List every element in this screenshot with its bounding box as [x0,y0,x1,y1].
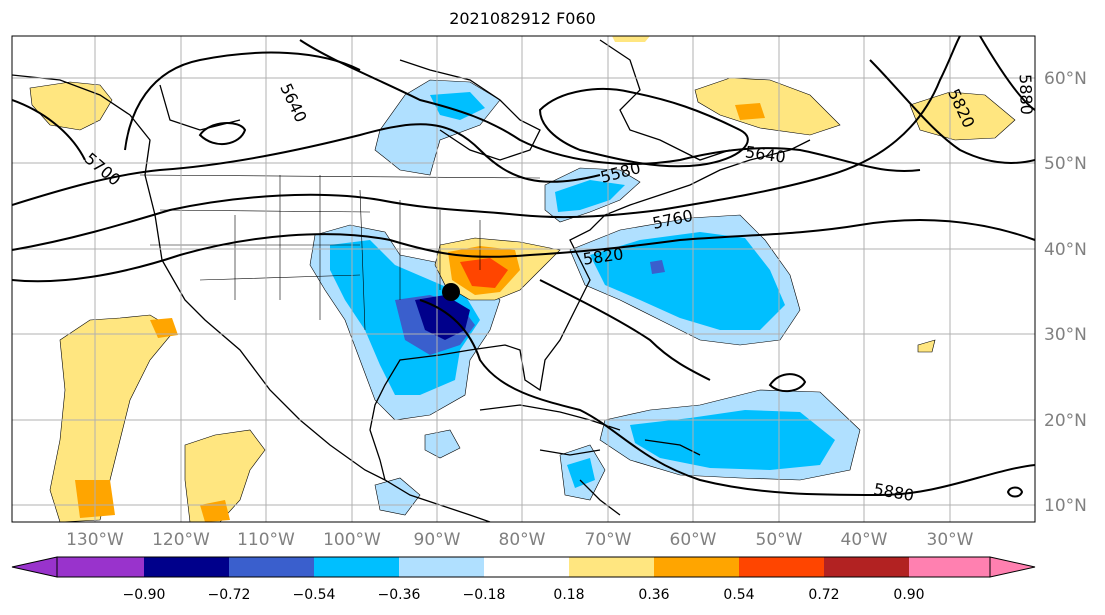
lat-label: 40°N [1044,240,1087,260]
political-borders [139,174,541,331]
lat-label: 20°N [1044,411,1087,431]
colorbar-tick-label: −0.36 [378,587,421,603]
coastlines [12,39,811,522]
lon-label: 100°W [323,530,381,550]
lon-label: 70°W [585,530,632,550]
colorbar-tick-label: 0.90 [893,587,924,603]
colorbar-tick-label: −0.18 [463,587,506,603]
anomaly-shading [29,36,1016,522]
colorbar-tick-label: 0.36 [638,587,669,603]
colorbar-tick-label: 0.72 [808,587,839,603]
lon-label: 120°W [152,530,210,550]
lon-label: 60°W [670,530,717,550]
lon-label: 50°W [756,530,803,550]
longitude-labels: 130°W 120°W 110°W 100°W 90°W 80°W 70°W 6… [66,530,974,550]
colorbar-tick-label: −0.54 [293,587,336,603]
colorbar-bin [739,557,824,577]
colorbar-bin [229,557,314,577]
colorbar-bin [654,557,739,577]
lon-label: 110°W [237,530,295,550]
colorbar-tick-label: −0.90 [123,587,166,603]
lat-label: 50°N [1044,154,1087,174]
lat-label: 30°N [1044,325,1087,345]
lat-label: 60°N [1044,69,1087,89]
colorbar-tick-label: 0.18 [553,587,584,603]
lat-label: 10°N [1044,496,1087,516]
colorbar-extend-low [11,556,58,578]
map-title: 2021082912 F060 [449,9,596,28]
latitude-labels: 60°N 50°N 40°N 30°N 20°N 10°N [1044,69,1087,516]
colorbar-bin [144,557,229,577]
colorbar-tick-label: 0.54 [723,587,754,603]
colorbar-bin [484,557,569,577]
map-frame [11,35,1036,523]
height-contours [12,36,1035,498]
lon-label: 90°W [414,530,461,550]
storm-center-marker [442,283,460,301]
gridlines [12,36,1035,522]
contour-label-5880-north: 5880 [1016,74,1036,115]
lon-label: 40°W [841,530,888,550]
colorbar-tick-label: −0.72 [208,587,251,603]
colorbar-bin [314,557,399,577]
lon-label: 130°W [66,530,124,550]
lon-label: 80°W [499,530,546,550]
colorbar-bin [57,557,144,577]
colorbar-bin [569,557,654,577]
colorbar: −0.90 −0.72 −0.54 −0.36 −0.18 0.18 0.36 … [11,556,1036,603]
colorbar-bin [399,557,484,577]
colorbar-extend-high [989,556,1036,578]
colorbar-bin [824,557,909,577]
lon-label: 30°W [927,530,974,550]
colorbar-bin [909,557,990,577]
